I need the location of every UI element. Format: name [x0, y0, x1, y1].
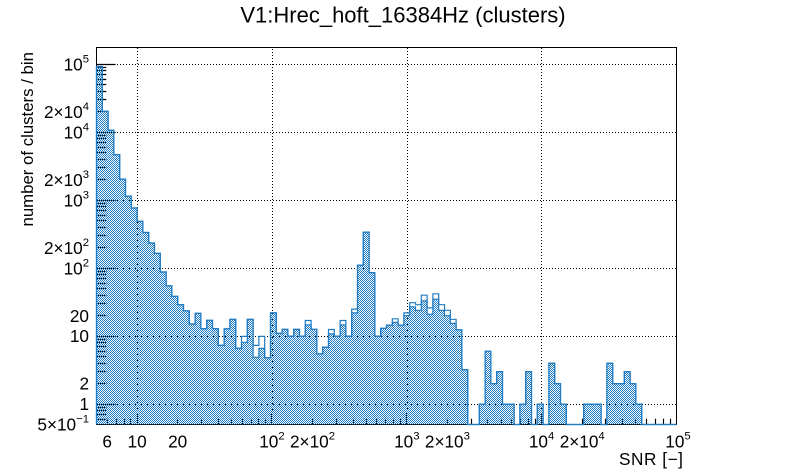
svg-text:2×102: 2×102 [44, 237, 89, 258]
svg-text:5×10−1: 5×10−1 [37, 414, 89, 435]
svg-text:103: 103 [394, 430, 419, 451]
svg-text:10: 10 [128, 431, 147, 451]
svg-text:number of clusters / bin: number of clusters / bin [18, 52, 37, 226]
svg-text:102: 102 [259, 430, 284, 451]
svg-text:2×103: 2×103 [425, 430, 470, 451]
svg-text:2×104: 2×104 [560, 430, 605, 451]
svg-text:105: 105 [64, 54, 89, 75]
svg-text:V1:Hrec_hoft_16384Hz (clusters: V1:Hrec_hoft_16384Hz (clusters) [240, 2, 565, 27]
svg-text:10: 10 [70, 326, 89, 346]
svg-text:2×102: 2×102 [290, 430, 335, 451]
svg-text:2: 2 [79, 374, 89, 394]
svg-text:20: 20 [168, 431, 187, 451]
svg-text:1: 1 [79, 394, 89, 414]
svg-text:6: 6 [102, 431, 112, 451]
svg-text:20: 20 [70, 306, 89, 326]
svg-text:103: 103 [64, 189, 89, 210]
svg-text:105: 105 [665, 430, 690, 451]
svg-text:102: 102 [64, 257, 89, 278]
svg-text:2×104: 2×104 [44, 101, 89, 122]
svg-text:104: 104 [529, 430, 554, 451]
svg-text:SNR [−]: SNR [−] [619, 449, 684, 469]
svg-text:104: 104 [64, 121, 89, 142]
svg-text:2×103: 2×103 [44, 169, 89, 190]
